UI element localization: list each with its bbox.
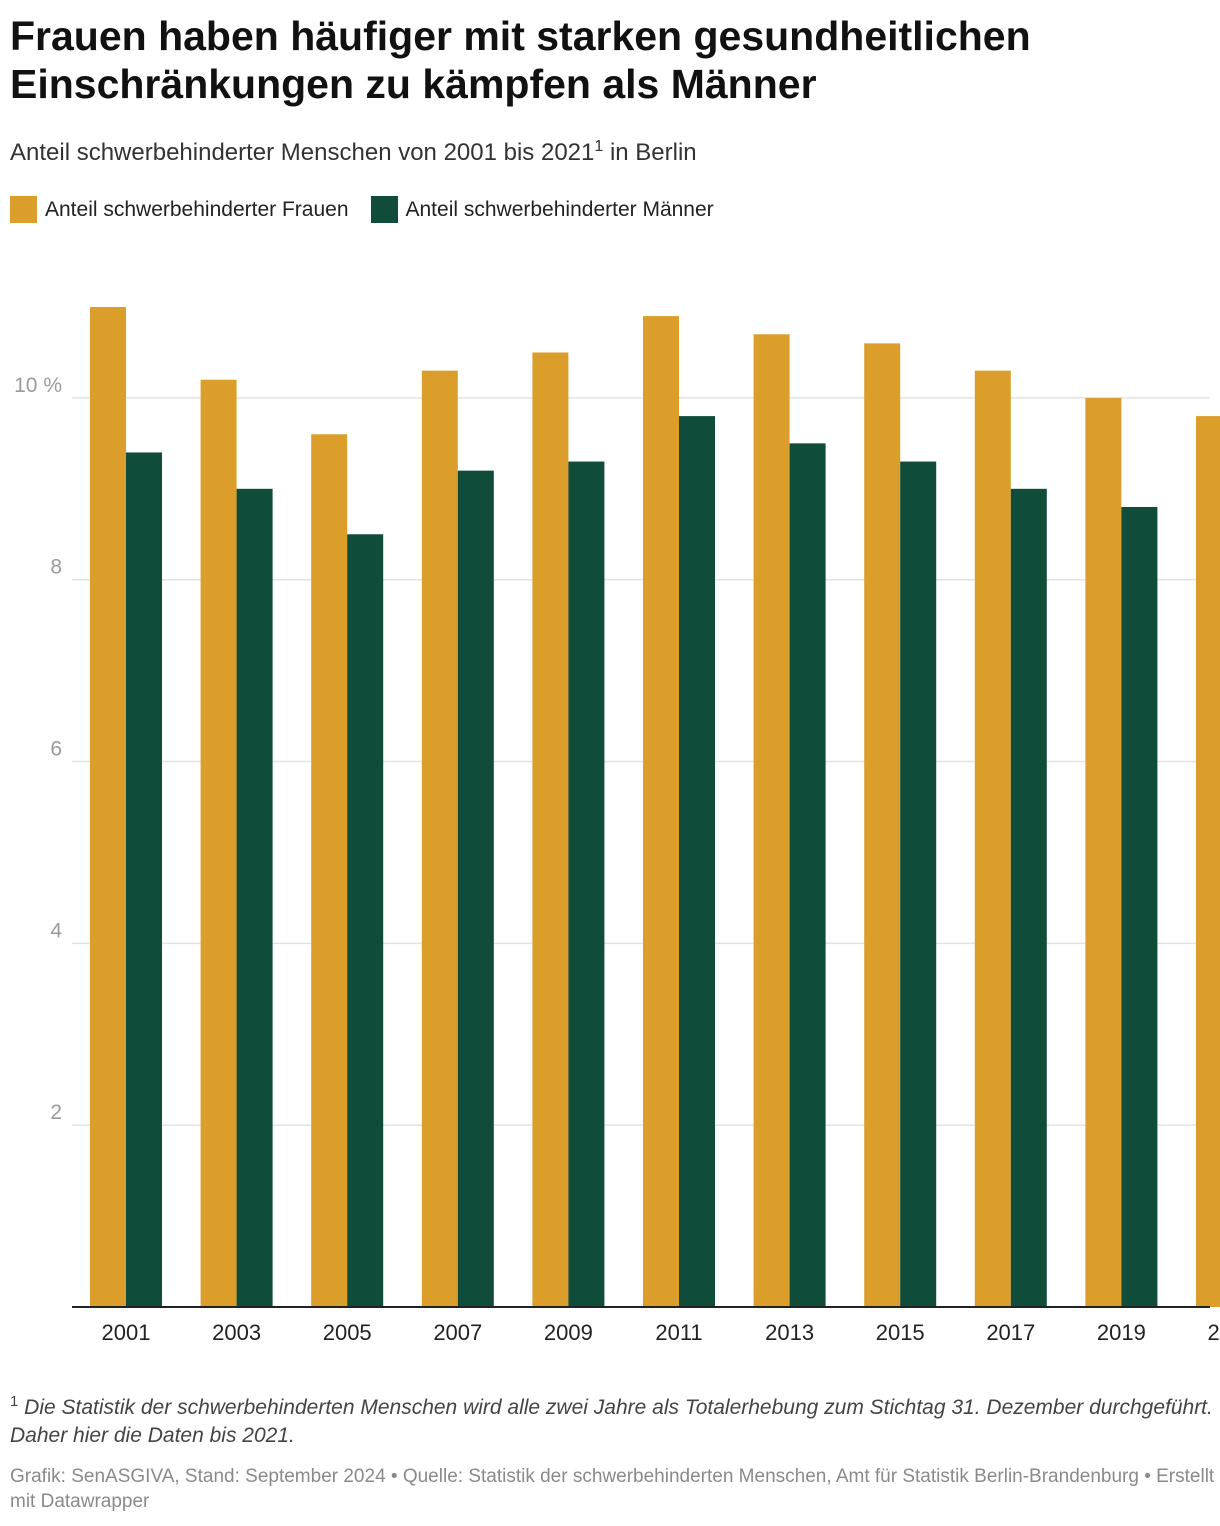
y-tick-label-4: 4 <box>50 919 62 942</box>
x-tick-label-2021: 2021 <box>1208 1320 1220 1345</box>
axes: 2001 2003 2005 2007 2009 2011 2013 2015 2017 2019… <box>72 1306 1220 1345</box>
chart-title: Frauen haben häufiger mit starken gesund… <box>10 13 1031 107</box>
bar-maenner-2019 <box>1121 507 1158 1307</box>
x-tick-label-2005: 2005 <box>323 1320 372 1345</box>
subtitle-suffix: in Berlin <box>603 139 697 166</box>
bar-maenner-2003 <box>236 488 273 1307</box>
y-tick-label-10: 10 % <box>14 374 62 397</box>
x-tick-label-2015: 2015 <box>876 1320 925 1345</box>
bar-frauen-2003 <box>200 379 237 1307</box>
x-tick-label-2001: 2001 <box>102 1320 151 1345</box>
subtitle-footnote-marker: 1 <box>594 138 604 155</box>
x-tick-label-2009: 2009 <box>544 1320 593 1345</box>
y-tick-label-8: 8 <box>50 556 62 579</box>
legend-swatch-frauen <box>10 196 37 223</box>
bar-maenner-2011 <box>679 416 715 1307</box>
bar-frauen-2005 <box>311 434 348 1308</box>
y-tick-label-6: 6 <box>50 738 62 761</box>
bar-frauen-2015 <box>864 343 901 1307</box>
bars <box>90 307 1220 1308</box>
x-tick-label-2019: 2019 <box>1097 1320 1146 1345</box>
legend-label-frauen: Anteil schwerbehinderter Frauen <box>45 197 349 221</box>
legend-label-maenner: Anteil schwerbehinderter Männer <box>405 197 714 221</box>
bar-maenner-2001 <box>126 452 162 1307</box>
bar-frauen-2017 <box>974 370 1011 1307</box>
bar-frauen-2021 <box>1196 416 1220 1307</box>
bar-chart: 2 4 6 8 10 % 2001 2003 2005 2007 2009 2011 2013 201… <box>14 307 1220 1345</box>
subtitle-text: Anteil schwerbehinderter Menschen von 20… <box>10 139 595 166</box>
x-tick-label-2003: 2003 <box>212 1320 261 1345</box>
bar-frauen-2019 <box>1085 397 1122 1308</box>
bar-maenner-2013 <box>789 443 826 1307</box>
bar-frauen-2013 <box>753 334 790 1308</box>
legend-item-frauen: Anteil schwerbehinderter Frauen <box>10 196 349 223</box>
bar-frauen-2001 <box>90 307 126 1307</box>
bar-maenner-2005 <box>347 534 384 1307</box>
x-tick-label-2011: 2011 <box>655 1320 702 1345</box>
footnote-marker: 1 <box>10 1393 19 1410</box>
bar-frauen-2009 <box>532 352 569 1307</box>
bar-maenner-2009 <box>568 461 605 1308</box>
x-tick-label-2007: 2007 <box>433 1320 482 1345</box>
bar-maenner-2017 <box>1010 488 1047 1307</box>
legend-swatch-maenner <box>370 196 398 223</box>
bar-maenner-2007 <box>457 470 494 1307</box>
legend-item-maenner: Anteil schwerbehinderter Männer <box>370 196 714 223</box>
x-tick-label-2013: 2013 <box>765 1320 814 1345</box>
x-tick-label-2017: 2017 <box>986 1320 1035 1345</box>
legend: Anteil schwerbehinderter Frauen Anteil s… <box>10 196 736 223</box>
y-tick-label-2: 2 <box>50 1101 62 1124</box>
footnote-text: Die Statistik der schwerbehinderten Mens… <box>10 1396 1213 1447</box>
bar-frauen-2007 <box>421 370 458 1307</box>
chart-subtitle: Anteil schwerbehinderter Menschen von 20… <box>10 138 697 168</box>
credits: Grafik: SenASGIVA, Stand: September 2024… <box>10 1466 1215 1512</box>
bar-frauen-2011 <box>643 316 679 1307</box>
footnote: 1 Die Statistik der schwerbehinderten Me… <box>10 1394 1215 1450</box>
bar-maenner-2015 <box>900 461 937 1308</box>
